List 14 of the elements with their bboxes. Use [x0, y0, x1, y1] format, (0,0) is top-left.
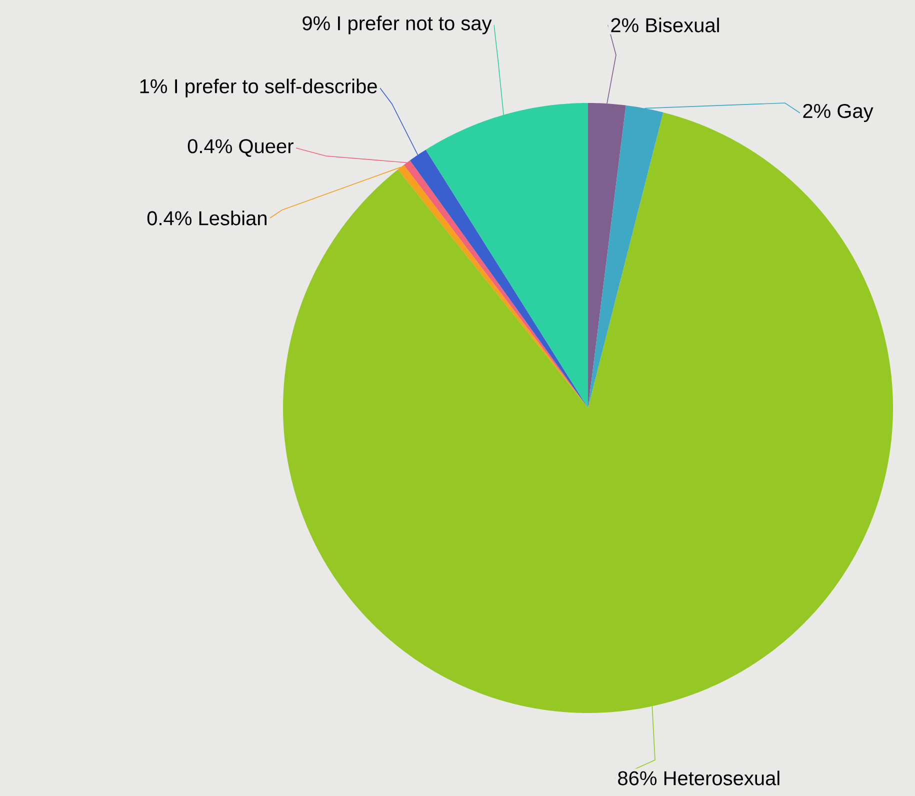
slice-label: I prefer not to say [338, 16, 492, 34]
slice-label: Lesbian [199, 210, 266, 226]
data-label: 9% [302, 16, 330, 30]
data-label: 2% [803, 104, 830, 118]
slice-label: Gay [838, 104, 874, 122]
data-label: 1% [140, 79, 167, 94]
data-label: 2% [611, 18, 638, 32]
slice-label: Queer [239, 139, 294, 157]
slice-label: Heterosexual [664, 770, 780, 786]
data-label: 86% [618, 771, 657, 786]
data-label: 0.4% [147, 211, 192, 226]
slice-label: I prefer to self-describe [175, 78, 377, 98]
slice-label: Bisexual [646, 18, 719, 32]
data-label: 0.4% [188, 139, 232, 154]
